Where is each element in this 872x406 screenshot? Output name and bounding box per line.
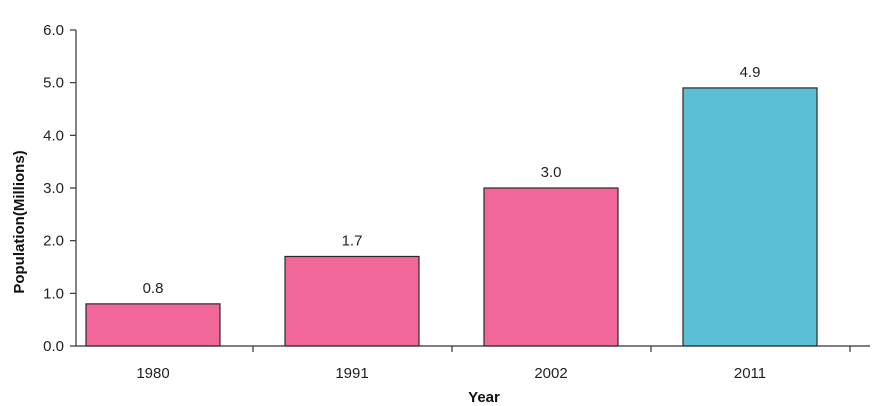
data-label-1991: 1.7 <box>342 232 363 249</box>
x-tick-label-2002: 2002 <box>534 365 567 382</box>
bar-1980 <box>85 303 221 347</box>
x-tick-label-1991: 1991 <box>335 365 368 382</box>
y-tick-label: 2.0 <box>43 233 64 250</box>
y-tick-label: 6.0 <box>43 22 64 39</box>
y-axis-title: Population(Millions) <box>11 150 28 293</box>
data-label-2011: 4.9 <box>740 64 761 81</box>
y-tick-label: 4.0 <box>43 127 64 144</box>
y-tick-label: 5.0 <box>43 75 64 92</box>
x-axis-title: Year <box>468 389 500 406</box>
data-labels: 0.8 1.7 3.0 4.9 <box>143 64 761 297</box>
bar-1991 <box>284 255 420 347</box>
x-tick-label-2011: 2011 <box>734 365 766 382</box>
bar-2002 <box>483 187 619 347</box>
y-tick-label: 3.0 <box>43 180 64 197</box>
x-tick-label-1980: 1980 <box>136 365 169 382</box>
x-ticks: 1980 1991 2002 2011 <box>136 346 851 382</box>
bars-layer <box>85 87 818 347</box>
y-ticks: 0.0 1.0 2.0 3.0 4.0 5.0 6.0 <box>43 22 76 355</box>
y-tick-label: 1.0 <box>43 285 64 302</box>
data-label-1980: 0.8 <box>143 280 164 297</box>
y-tick-label: 0.0 <box>43 338 64 355</box>
data-label-2002: 3.0 <box>541 164 562 181</box>
bar-2011 <box>682 87 818 347</box>
